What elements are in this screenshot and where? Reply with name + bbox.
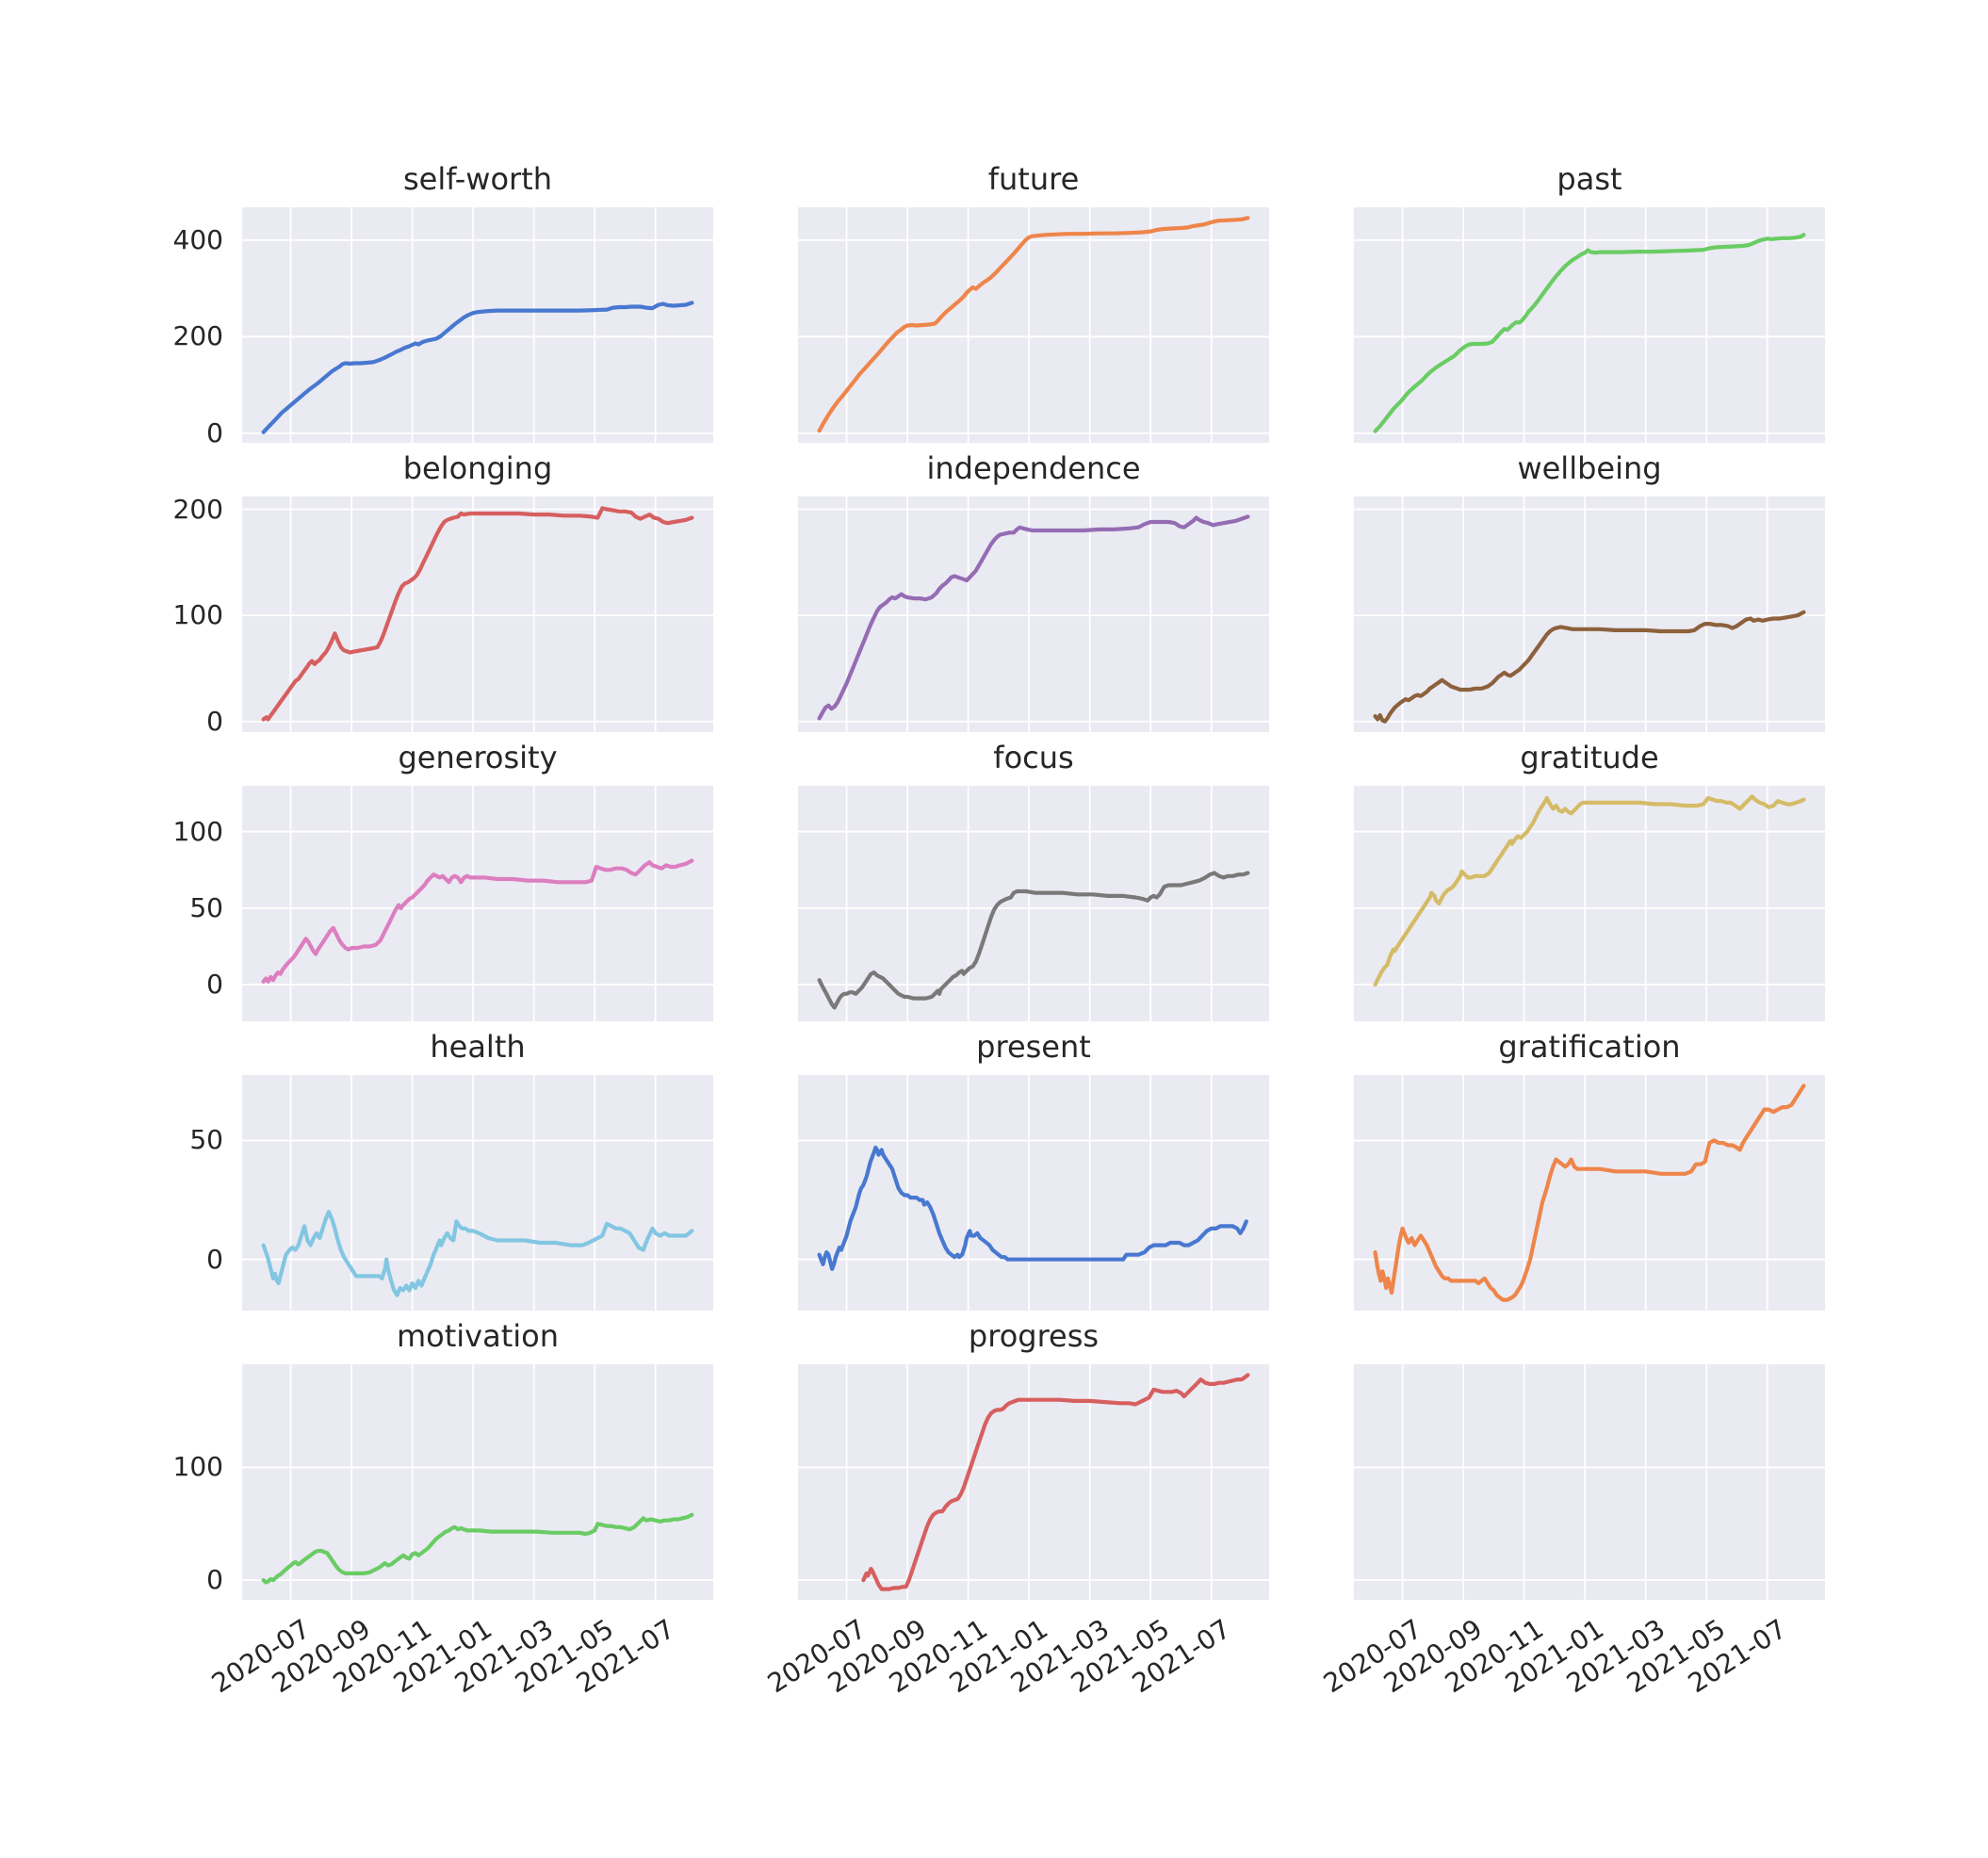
y-tick-label: 50 (189, 891, 223, 923)
panel-background (1354, 786, 1825, 1021)
subplot-title-belonging: belonging (402, 450, 553, 486)
y-tick-label: 0 (206, 705, 223, 737)
subplot-title-focus: focus (993, 740, 1074, 775)
line-series-generosity (261, 858, 694, 984)
subplot-title-progress: progress (968, 1318, 1100, 1354)
subplot-panel (1354, 1075, 1825, 1311)
y-tick-label: 100 (172, 1451, 223, 1483)
line-series-self-worth (261, 301, 694, 434)
line-series-past (1373, 233, 1806, 433)
line-series-present (817, 1145, 1248, 1271)
line-series-progress (861, 1373, 1250, 1591)
subplot-title-gratification: gratification (1498, 1029, 1681, 1065)
panel-background (798, 207, 1269, 443)
subplot-title-gratitude: gratitude (1520, 740, 1659, 775)
panel-background (242, 207, 713, 443)
subplot-title-motivation: motivation (396, 1318, 560, 1354)
line-series-future (817, 216, 1250, 433)
line-series-belonging (261, 506, 694, 722)
subplot-panel (798, 1075, 1269, 1311)
line-series-gratification (1373, 1084, 1806, 1302)
panel-background (1354, 497, 1825, 732)
line-series-independence (817, 514, 1250, 721)
subplot-title-self-worth: self-worth (402, 161, 553, 197)
panel-background (798, 1364, 1269, 1600)
subplot-panel (242, 1364, 713, 1600)
subplot-panel (1354, 207, 1825, 443)
subplot-panel (242, 786, 713, 1021)
y-tick-label: 0 (206, 1564, 223, 1596)
subplot-panel (1354, 786, 1825, 1021)
panel-background (1354, 1364, 1825, 1600)
line-series-motivation (261, 1512, 694, 1585)
subplot-panel (1354, 1364, 1825, 1600)
subplot-title-past: past (1556, 161, 1622, 197)
subplot-panel (242, 497, 713, 732)
subplot-panel (798, 497, 1269, 732)
subplot-title-wellbeing: wellbeing (1517, 450, 1662, 486)
panel-background (1354, 1075, 1825, 1311)
subplot-panel (242, 207, 713, 443)
subplot-panel (242, 1075, 713, 1311)
subplot-title-independence: independence (926, 450, 1141, 486)
subplot-title-health: health (430, 1029, 526, 1065)
y-tick-label: 50 (189, 1124, 223, 1156)
y-tick-label: 0 (206, 1243, 223, 1275)
y-tick-label: 0 (206, 416, 223, 448)
line-series-wellbeing (1373, 610, 1806, 724)
subplot-panel (798, 786, 1269, 1021)
subplot-title-present: present (976, 1029, 1091, 1065)
line-series-gratitude (1373, 794, 1806, 987)
panel-background (242, 786, 713, 1021)
y-tick-label: 200 (172, 493, 223, 525)
panel-background (798, 786, 1269, 1021)
line-series-health (261, 1210, 694, 1297)
panel-background (242, 497, 713, 732)
subplot-panel (798, 1364, 1269, 1600)
panel-background (242, 1364, 713, 1600)
subplot-panel (1354, 497, 1825, 732)
subplot-title-generosity: generosity (398, 740, 558, 775)
y-tick-label: 400 (172, 223, 223, 255)
y-tick-label: 100 (172, 815, 223, 847)
panel-background (798, 1075, 1269, 1311)
y-tick-label: 100 (172, 599, 223, 631)
y-tick-label: 0 (206, 969, 223, 1001)
subplot-title-future: future (987, 161, 1080, 197)
y-tick-label: 200 (172, 320, 223, 352)
subplot-panel (798, 207, 1269, 443)
line-series-focus (817, 871, 1250, 1010)
panel-background (242, 1075, 713, 1311)
